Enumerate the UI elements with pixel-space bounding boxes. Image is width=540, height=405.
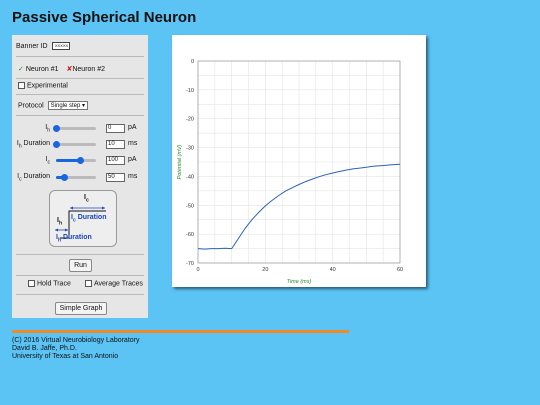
footer: (C) 2016 Virtual Neurobiology Laboratory… [12, 337, 140, 361]
divider [16, 294, 144, 295]
chevron-down-icon: ▾ [82, 103, 86, 109]
hold-trace-checkbox[interactable] [28, 280, 35, 287]
x-tick-label: 0 [196, 267, 199, 273]
experimental-row: Experimental [18, 82, 68, 89]
divider [16, 115, 144, 116]
stimulus-diagram: Ic Ic Duration Ih Ih Duration [49, 190, 117, 247]
slider-unit: pA [128, 156, 137, 163]
plot-frame [197, 60, 401, 264]
y-tick-label: -30 [186, 146, 194, 152]
x-axis-label: Time (ms) [287, 279, 312, 285]
check-icon: ✓ [18, 66, 24, 73]
slider-fill [56, 159, 80, 162]
control-panel: Banner ID XXXXX ✓ Neuron #1 ✘Neuron #2 E… [12, 35, 148, 318]
protocol-row: Protocol Single step ▾ [18, 101, 89, 110]
slider-value-input[interactable]: 10 [106, 140, 125, 149]
average-traces-row: Average Traces [85, 280, 143, 287]
slider-label: Ih Duration [16, 140, 50, 150]
hold-trace-label: Hold Trace [37, 280, 71, 288]
banner-id-row: Banner ID XXXXX [16, 42, 71, 50]
y-tick-label: -20 [186, 117, 194, 123]
slider-handle[interactable] [77, 157, 84, 164]
y-axis-label: Potential (mV) [177, 144, 183, 179]
ic-duration-label: Ic Duration [71, 214, 107, 224]
y-tick-label: -40 [186, 174, 194, 180]
experimental-checkbox[interactable] [18, 82, 25, 89]
slider-value-input[interactable]: 100 [106, 156, 125, 165]
footer-divider [12, 330, 349, 333]
neuron1-option[interactable]: Neuron #1 [25, 66, 59, 73]
slider-track[interactable] [56, 157, 96, 164]
divider [16, 254, 144, 255]
x-tick-label: 40 [330, 267, 336, 273]
slider-handle[interactable] [53, 125, 60, 132]
banner-id-box[interactable]: XXXXX [52, 42, 71, 50]
banner-id-label: Banner ID [16, 42, 48, 50]
footer-line-2: David B. Jaffe, Ph.D. [12, 345, 77, 352]
cross-icon: ✘ [66, 66, 73, 73]
ih-duration-label: Ih Duration [56, 234, 92, 244]
protocol-label: Protocol [18, 102, 44, 110]
hold-trace-row: Hold Trace [28, 280, 71, 287]
slider-unit: pA [128, 124, 137, 131]
slider-label: Ic Duration [17, 173, 50, 183]
chart-card: 0 -10 -20 -30 -40 -50 -60 -70 0 20 40 60 Time (ms) Po… [172, 35, 426, 287]
slider-value-input[interactable]: 50 [106, 173, 125, 182]
ih-label: Ih [57, 217, 63, 227]
neuron-selector: ✓ Neuron #1 ✘Neuron #2 [18, 65, 105, 73]
arrow-right-icon [65, 228, 68, 232]
neuron2-option[interactable]: Neuron #2 [72, 66, 106, 73]
y-tick-label: -50 [186, 203, 194, 209]
slider-value-input[interactable]: 0 [106, 124, 125, 133]
slider-unit: ms [128, 140, 138, 147]
slider-handle[interactable] [53, 141, 60, 148]
slider-unit: ms [128, 173, 138, 180]
divider [16, 78, 144, 79]
slider-track[interactable] [53, 125, 96, 132]
protocol-value: Single step [50, 103, 81, 109]
slider-label: Ih [45, 124, 50, 134]
arrow-left-icon [55, 228, 58, 232]
slider-label: Ic [45, 156, 50, 166]
average-traces-label: Average Traces [94, 280, 143, 288]
page-title: Passive Spherical Neuron [12, 9, 197, 26]
arrow-left-icon [70, 206, 73, 210]
slider-handle[interactable] [61, 174, 68, 181]
potential-trace [197, 163, 401, 250]
average-traces-checkbox[interactable] [85, 280, 92, 287]
y-tick-label: 0 [191, 59, 194, 65]
y-tick-label: -70 [186, 261, 194, 267]
slider-track[interactable] [53, 141, 96, 148]
simple-graph-button[interactable]: Simple Graph [55, 302, 107, 315]
slider-fill [56, 176, 64, 179]
slider-track[interactable] [56, 174, 96, 181]
arrow-right-icon [102, 206, 105, 210]
y-tick-label: -60 [186, 232, 194, 238]
stimulus-diagram-svg [55, 206, 106, 239]
x-tick-label: 60 [397, 267, 403, 273]
footer-line-1: (C) 2016 Virtual Neurobiology Laboratory [12, 337, 140, 344]
footer-line-3: University of Texas at San Antonio [12, 353, 119, 360]
protocol-select[interactable]: Single step ▾ [47, 101, 89, 110]
divider [16, 94, 144, 95]
divider [16, 56, 144, 57]
y-tick-label: -10 [186, 88, 194, 94]
experimental-label: Experimental [27, 82, 68, 90]
ic-label: Ic [84, 194, 89, 204]
x-tick-label: 20 [262, 267, 268, 273]
run-button[interactable]: Run [69, 259, 92, 272]
divider [16, 275, 144, 276]
